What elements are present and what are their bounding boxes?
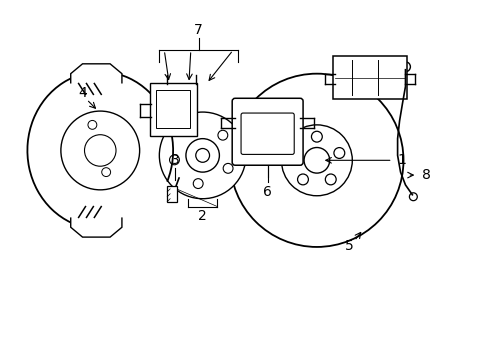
Circle shape	[325, 174, 335, 185]
Text: 3: 3	[170, 153, 179, 167]
Text: 2: 2	[198, 210, 206, 224]
Circle shape	[218, 130, 227, 140]
FancyBboxPatch shape	[156, 90, 189, 128]
Circle shape	[408, 193, 416, 201]
Circle shape	[400, 62, 409, 72]
FancyBboxPatch shape	[150, 82, 196, 136]
Polygon shape	[71, 64, 122, 84]
FancyBboxPatch shape	[241, 113, 294, 154]
FancyBboxPatch shape	[232, 98, 303, 165]
Circle shape	[297, 174, 308, 185]
FancyBboxPatch shape	[332, 56, 407, 99]
Circle shape	[288, 148, 299, 158]
Circle shape	[159, 112, 245, 199]
Circle shape	[304, 148, 329, 173]
Polygon shape	[71, 217, 122, 237]
Circle shape	[88, 121, 97, 129]
Text: 1: 1	[397, 153, 406, 167]
Text: 6: 6	[263, 185, 271, 199]
Circle shape	[230, 74, 403, 247]
Text: 5: 5	[344, 239, 353, 253]
Circle shape	[84, 135, 116, 166]
Circle shape	[333, 148, 344, 158]
Text: 8: 8	[421, 168, 430, 182]
Circle shape	[223, 163, 233, 173]
Circle shape	[102, 168, 110, 176]
Circle shape	[281, 125, 351, 196]
FancyBboxPatch shape	[167, 186, 177, 202]
Circle shape	[193, 179, 203, 189]
Circle shape	[61, 111, 140, 190]
Circle shape	[184, 125, 194, 135]
Text: 7: 7	[194, 23, 203, 37]
Circle shape	[169, 155, 179, 165]
Circle shape	[185, 139, 219, 172]
Circle shape	[195, 148, 209, 162]
Circle shape	[311, 131, 322, 142]
Text: 4: 4	[78, 86, 87, 100]
